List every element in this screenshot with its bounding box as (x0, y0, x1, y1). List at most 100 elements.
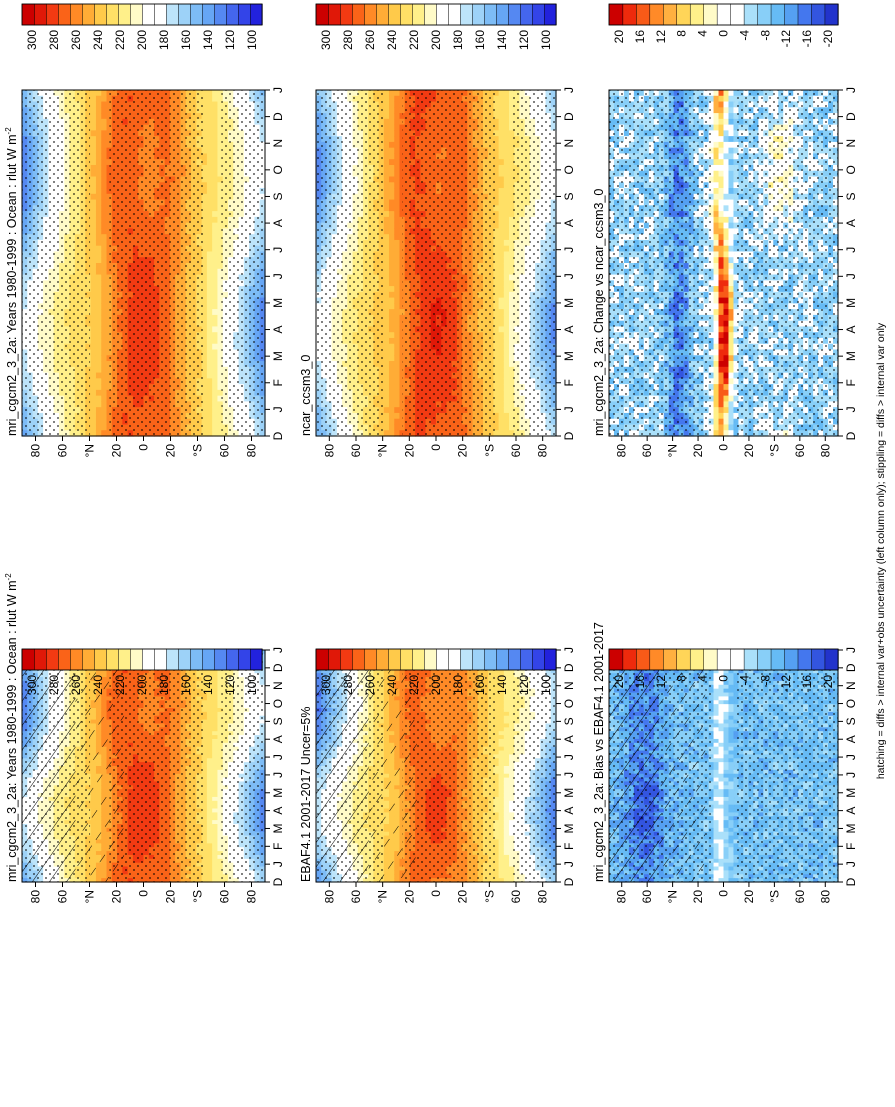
heatmap-cell (101, 171, 107, 177)
heatmap-cell (207, 874, 213, 878)
month-tick-label: J (271, 754, 285, 760)
heatmap-cell (96, 240, 102, 246)
heatmap-cell (212, 785, 218, 789)
heatmap-cell (207, 708, 213, 712)
heatmap-cell (212, 778, 218, 782)
heatmap-cell (91, 355, 97, 361)
heatmap-cell (207, 280, 213, 286)
heatmap-cell (212, 867, 218, 871)
heatmap-cell (91, 315, 97, 321)
heatmap-cell (96, 275, 102, 281)
heatmap-cell (96, 413, 102, 419)
heatmap-cell (91, 194, 97, 200)
heatmap-cell (96, 234, 102, 240)
heatmap-cell (91, 119, 97, 125)
heatmap-cell (207, 211, 213, 217)
heatmap-cell (207, 257, 213, 263)
heatmap-cell (96, 309, 102, 315)
heatmap-cell (91, 102, 97, 108)
heatmap-cell (96, 419, 102, 425)
heatmap-cell (212, 863, 218, 867)
panel-title-superscript: -2 (4, 573, 13, 581)
heatmap-cell (91, 407, 97, 413)
heatmap-cell (212, 820, 218, 824)
heatmap-cell (91, 321, 97, 327)
month-tick-label: S (271, 717, 285, 725)
colorbar-label: 160 (179, 675, 193, 695)
colorbar-swatch (46, 649, 58, 670)
colorbar-swatch (70, 649, 82, 670)
heatmap-cell (207, 119, 213, 125)
heatmap-cell (91, 275, 97, 281)
heatmap-cell (91, 263, 97, 269)
heatmap-cell (101, 309, 107, 315)
heatmap-cell (212, 793, 218, 797)
heatmap-cell (91, 292, 97, 298)
heatmap-cell (212, 754, 218, 758)
heatmap-cell (207, 731, 213, 735)
colorbar-label: 120 (223, 675, 237, 695)
heatmap-cell (212, 851, 218, 855)
heatmap-cell (91, 142, 97, 148)
month-tick-label: M (271, 823, 285, 833)
colorbar-label: 180 (157, 675, 171, 695)
heatmap-cell (207, 96, 213, 102)
colorbar-swatch (202, 649, 214, 670)
month-tick-label: J (271, 647, 285, 653)
lat-tick-label: 20 (164, 890, 178, 904)
heatmap-cell (91, 298, 97, 304)
heatmap-cell (91, 148, 97, 154)
heatmap-cell (207, 153, 213, 159)
heatmap-cell (96, 378, 102, 384)
heatmap-cell (101, 280, 107, 286)
heatmap-cell (207, 113, 213, 119)
heatmap-cell (91, 361, 97, 367)
heatmap-cell (91, 251, 97, 257)
heatmap-cell (96, 102, 102, 108)
heatmap-cell (91, 350, 97, 356)
lat-tick-label: 60 (218, 890, 232, 904)
heatmap-cell (91, 159, 97, 165)
heatmap-cell (212, 739, 218, 743)
heatmap-cell (212, 716, 218, 720)
heatmap-cell (96, 194, 102, 200)
heatmap-cell (96, 424, 102, 430)
heatmap-cell (207, 801, 213, 805)
heatmap-cell (96, 200, 102, 206)
heatmap-cell (212, 809, 218, 813)
heatmap-cell (91, 246, 97, 252)
heatmap-cell (101, 275, 107, 281)
heatmap-cell (207, 758, 213, 762)
heatmap-cell (101, 326, 107, 332)
heatmap-cell (207, 836, 213, 840)
colorbar-swatch (250, 649, 262, 670)
heatmap-cell (101, 292, 107, 298)
heatmap-cell (207, 870, 213, 874)
heatmap-cell (96, 257, 102, 263)
heatmap-cell (101, 153, 107, 159)
heatmap-cell (207, 107, 213, 113)
colorbar-swatch (22, 649, 34, 670)
heatmap-cell (207, 785, 213, 789)
heatmap-cell (91, 419, 97, 425)
heatmap-cell (212, 727, 218, 731)
heatmap-cell (212, 781, 218, 785)
heatmap-cell (101, 102, 107, 108)
month-tick-label: F (271, 843, 285, 850)
heatmap-cell (96, 159, 102, 165)
heatmap-cell (91, 344, 97, 350)
heatmap-cell (101, 390, 107, 396)
heatmap-cell (96, 125, 102, 131)
heatmap-cell (212, 708, 218, 712)
colorbar-swatch (214, 649, 226, 670)
month-tick-label: A (271, 807, 285, 815)
heatmap-cell (207, 812, 213, 816)
colorbar-swatch (178, 649, 190, 670)
heatmap-cell (91, 401, 97, 407)
heatmap-cell (212, 797, 218, 801)
heatmap-cell (96, 165, 102, 171)
heatmap-cell (207, 867, 213, 871)
